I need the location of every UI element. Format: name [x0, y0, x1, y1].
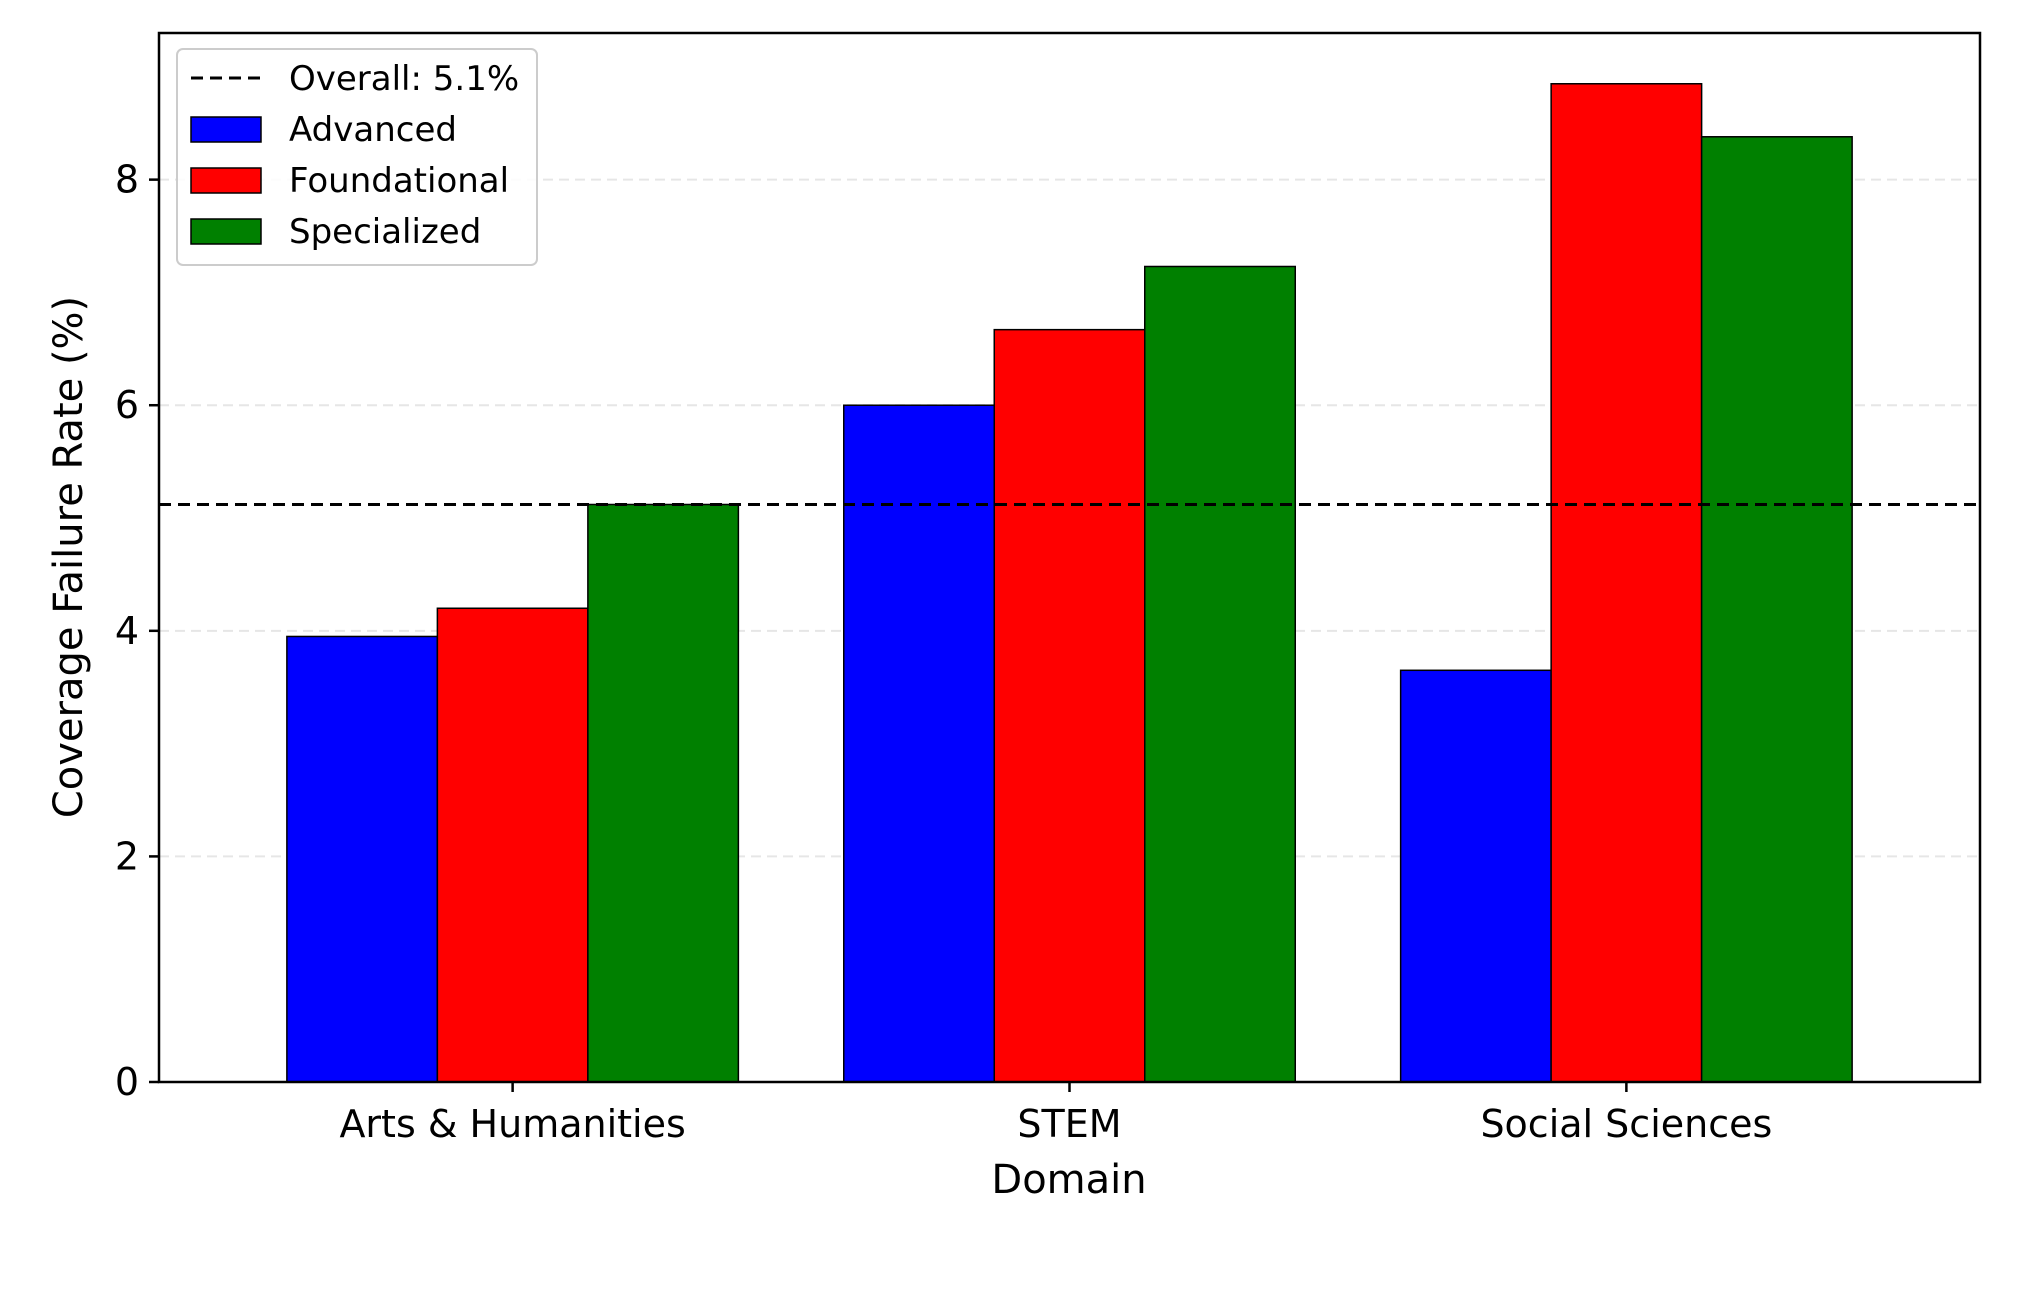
- legend-swatch-specialized: [190, 218, 262, 245]
- bar-foundational: [1550, 83, 1703, 1083]
- y-tick-label: 4: [115, 609, 139, 653]
- y-tick-label: 6: [115, 383, 139, 427]
- legend-box: [176, 48, 538, 266]
- ticks-layer: 0 2 4 6 8 Arts & Humanities STEM Social Science…: [115, 158, 1772, 1146]
- bar-advanced: [843, 404, 995, 1083]
- x-tick-label: Arts & Humanities: [339, 1102, 685, 1146]
- legend-swatch-advanced: [190, 116, 262, 143]
- legend-label: Advanced: [289, 110, 457, 150]
- bar-foundational: [993, 328, 1146, 1083]
- legend-label: Specialized: [289, 212, 481, 252]
- bars-layer: [286, 83, 1853, 1083]
- x-tick-label: Social Sciences: [1480, 1102, 1772, 1146]
- bar-advanced: [286, 635, 439, 1083]
- y-axis-label: Coverage Failure Rate (%): [46, 296, 92, 818]
- x-axis-label: Domain: [991, 1157, 1146, 1203]
- bar-specialized: [587, 503, 740, 1083]
- bar-advanced: [1399, 669, 1552, 1083]
- bar-specialized: [1144, 265, 1296, 1083]
- bar-specialized: [1700, 136, 1853, 1083]
- legend-label: Overall: 5.1%: [289, 59, 519, 99]
- y-tick-label: 8: [115, 158, 139, 202]
- x-tick-label: STEM: [1017, 1102, 1121, 1146]
- legend: Overall: 5.1% Advanced Foundational Special…: [176, 48, 538, 266]
- legend-label: Foundational: [289, 161, 509, 201]
- y-tick-label: 0: [115, 1060, 139, 1104]
- legend-swatch-foundational: [190, 167, 262, 194]
- bar-foundational: [436, 607, 589, 1083]
- y-tick-label: 2: [115, 834, 139, 878]
